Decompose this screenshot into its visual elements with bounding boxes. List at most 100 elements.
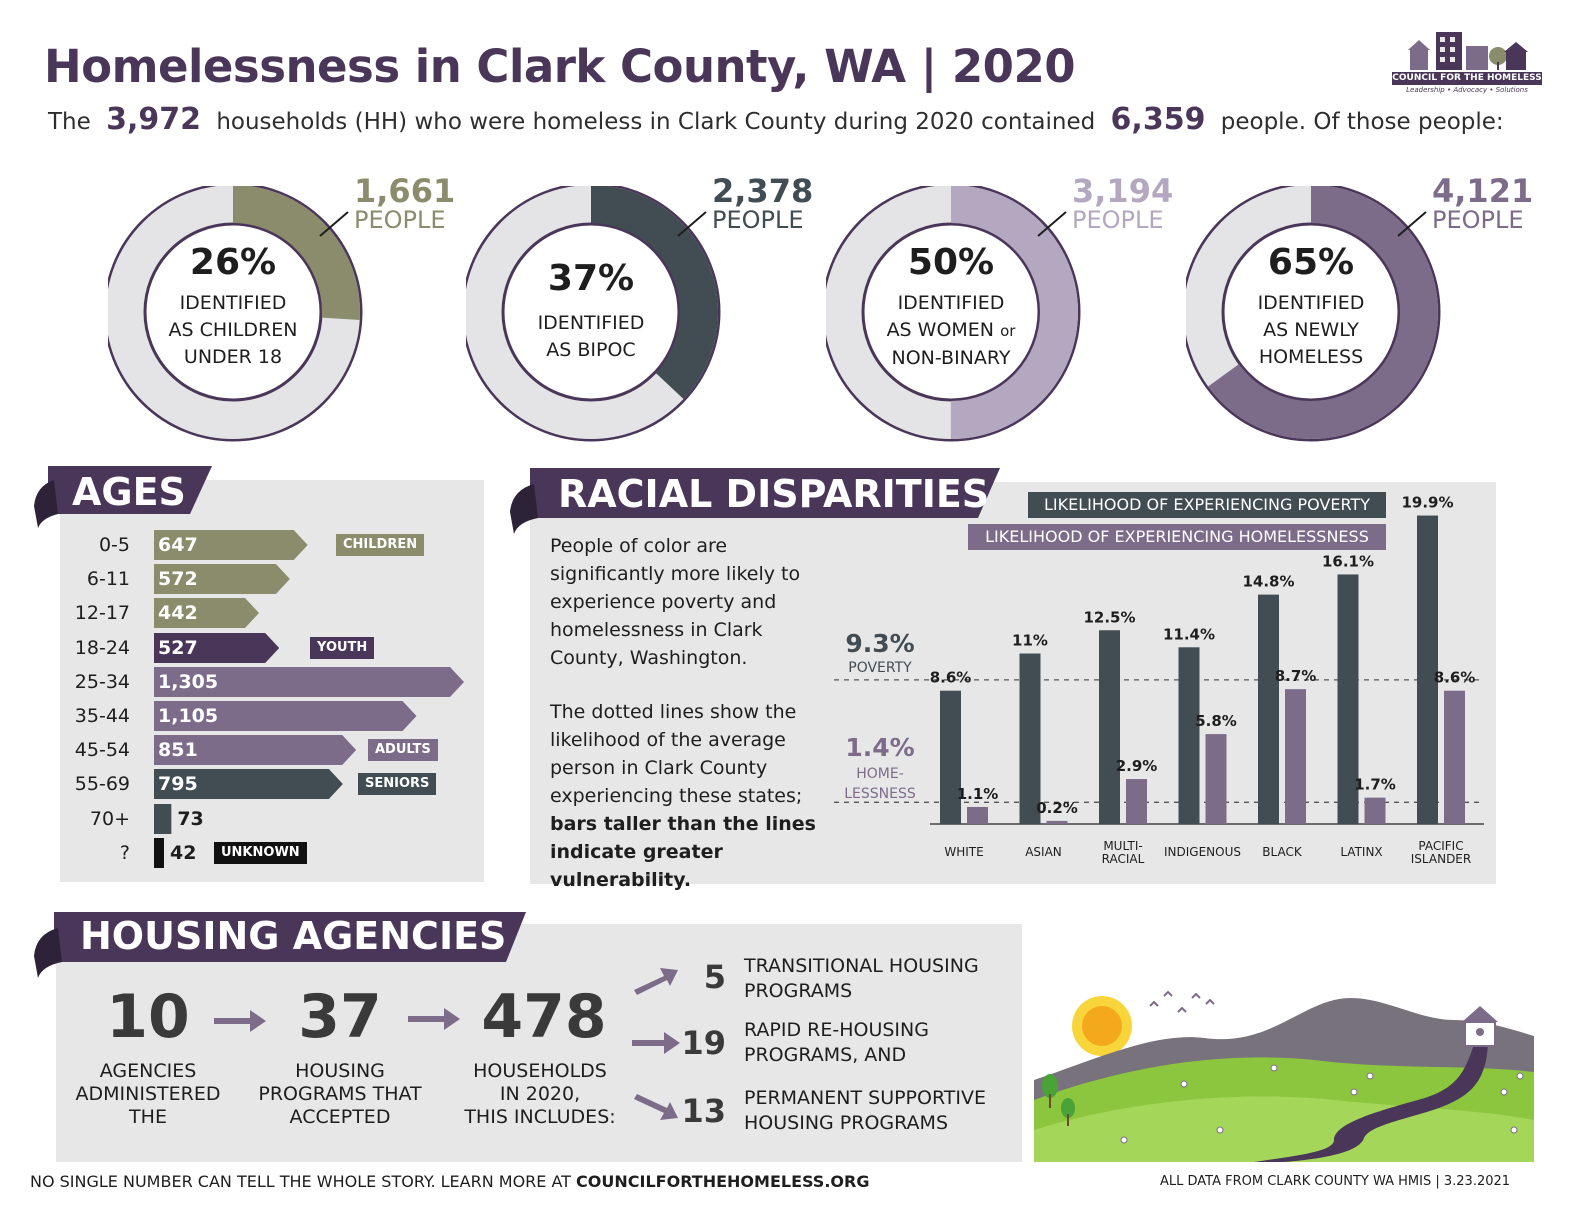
donut-percent: 65% bbox=[1267, 242, 1355, 283]
age-range-label: 18-24 bbox=[74, 636, 130, 659]
age-group-tag: YOUTH bbox=[310, 636, 375, 659]
age-row: 35-44 1,105 bbox=[60, 701, 484, 731]
age-range-label: 55-69 bbox=[74, 773, 130, 796]
racial-bar-chart: 9.3% POVERTY 1.4% HOME- LESSNESS 8.6% 1.1% WHIT… bbox=[834, 494, 1484, 866]
callout-line bbox=[319, 211, 349, 237]
donut-value-arc bbox=[466, 186, 718, 439]
age-range-label: 25-34 bbox=[74, 670, 130, 693]
age-row: 70+ 73 bbox=[60, 803, 484, 834]
donut-1: 26% IDENTIFIED AS CHILDREN UNDER 18 1,661 PEO… bbox=[108, 172, 528, 446]
category-label: PACIFIC bbox=[1418, 839, 1463, 853]
landscape-illustration bbox=[1034, 990, 1534, 1162]
donut-label: IDENTIFIED AS NEWLY HOMELESS bbox=[1257, 292, 1365, 368]
category-label: ASIAN bbox=[1025, 845, 1062, 859]
donut-people-count: 2,378 bbox=[712, 172, 814, 210]
households-served-label: HOUSEHOLDS IN 2020, THIS INCLUDES: bbox=[464, 1060, 616, 1128]
donut-label: IDENTIFIED AS CHILDREN UNDER 18 bbox=[168, 292, 298, 368]
summary-prefix: The bbox=[48, 109, 91, 135]
bar-value-label: 19.9% bbox=[1401, 494, 1453, 512]
age-group-tag: SENIORS bbox=[358, 773, 437, 796]
racial-intro-text: People of color are significantly more l… bbox=[550, 535, 801, 669]
category-label: INDIGENOUS bbox=[1164, 845, 1241, 859]
ages-banner bbox=[34, 466, 212, 528]
people-count: 6,359 bbox=[1110, 102, 1206, 137]
donut-label: IDENTIFIED AS BIPOC bbox=[537, 312, 645, 361]
households-count: 3,972 bbox=[106, 102, 201, 137]
age-row: 55-69 795 bbox=[60, 769, 484, 800]
donut-ring bbox=[466, 186, 721, 442]
housing-panel bbox=[56, 924, 1022, 1162]
donut-people-unit: PEOPLE bbox=[712, 206, 804, 234]
bar-value-label: 0.2% bbox=[1036, 799, 1078, 817]
logo-slogan: Leadership • Advocacy • Solutions bbox=[1406, 86, 1528, 94]
age-count: 795 bbox=[158, 773, 198, 796]
age-count: 647 bbox=[158, 534, 198, 556]
age-bar bbox=[154, 564, 290, 595]
age-row: 45-54 851 bbox=[60, 735, 484, 766]
ages-title: AGES bbox=[72, 470, 186, 514]
donut-percent: 37% bbox=[547, 258, 635, 299]
homelessness-bar bbox=[967, 806, 988, 824]
age-row: 6-11 572 bbox=[60, 564, 484, 595]
bar-value-label: 8.6% bbox=[1434, 669, 1476, 687]
housing-title: HOUSING AGENCIES bbox=[80, 914, 507, 958]
racial-explain-normal: The dotted lines show the likelihood of … bbox=[550, 701, 803, 807]
age-bar bbox=[154, 598, 259, 629]
age-count: 42 bbox=[169, 841, 197, 864]
racial-banner bbox=[510, 468, 1000, 534]
homelessness-bar bbox=[1126, 779, 1147, 824]
bar-value-label: 5.8% bbox=[1195, 712, 1237, 730]
donut-percent: 26% bbox=[189, 242, 277, 283]
donut-people-unit: PEOPLE bbox=[354, 206, 446, 234]
summary-line: The 3,972 households (HH) who were homel… bbox=[48, 102, 1504, 137]
bar-value-label: 11.4% bbox=[1163, 625, 1215, 643]
age-group-tag: ADULTS bbox=[368, 739, 438, 762]
footer-message: NO SINGLE NUMBER CAN TELL THE WHOLE STOR… bbox=[30, 1172, 869, 1191]
age-row: 12-17 442 bbox=[60, 598, 484, 629]
age-row: 0-5 647 bbox=[60, 530, 484, 560]
logo-text: COUNCIL FOR THE HOMELESS bbox=[1392, 72, 1542, 85]
footer-website-link[interactable]: COUNCILFORTHEHOMELESS.ORG bbox=[576, 1172, 870, 1191]
age-count: 572 bbox=[158, 568, 198, 591]
age-bar bbox=[154, 837, 164, 868]
donut-4: 65% IDENTIFIED AS NEWLY HOMELESS 4,121 PEOPLE bbox=[1186, 172, 1580, 446]
callout-line bbox=[677, 211, 707, 237]
households-served-count: 478 bbox=[481, 982, 607, 1052]
bar-value-label: 16.1% bbox=[1322, 552, 1374, 570]
birds-icon bbox=[1149, 990, 1215, 1013]
bar-value-label: 12.5% bbox=[1083, 608, 1135, 626]
age-count: 527 bbox=[158, 636, 198, 659]
poverty-bar bbox=[1337, 574, 1359, 824]
arrow-right-icon bbox=[632, 1032, 680, 1054]
age-row: ? 42 bbox=[60, 837, 484, 868]
ages-chart: 0-5 647 6-11 572 12-17 442 18-24 527 25-34 1,305 3… bbox=[60, 530, 484, 875]
age-range-label: ? bbox=[119, 841, 130, 864]
donut-2: 37% IDENTIFIED AS BIPOC 2,378 PEOPLE bbox=[466, 172, 886, 446]
donut-value-arc bbox=[1186, 186, 1438, 439]
category-label: BLACK bbox=[1262, 845, 1303, 859]
age-range-label: 6-11 bbox=[86, 568, 130, 591]
arrow-down-right-icon bbox=[634, 1094, 678, 1120]
agencies-count: 10 bbox=[106, 982, 190, 1052]
homelessness-bar bbox=[1205, 734, 1227, 824]
poverty-line-value: 9.3% bbox=[845, 629, 914, 658]
buildings-icon bbox=[1408, 32, 1528, 70]
donut-percent: 50% bbox=[907, 242, 995, 283]
footer-source: ALL DATA FROM CLARK COUNTY WA HMIS | 3.2… bbox=[1160, 1174, 1511, 1189]
age-bar bbox=[154, 701, 417, 731]
age-row: 18-24 527 bbox=[60, 632, 484, 663]
poverty-bar bbox=[1099, 630, 1120, 824]
age-count: 73 bbox=[177, 807, 204, 830]
transitional-label: TRANSITIONAL HOUSING PROGRAMS bbox=[744, 955, 979, 1002]
homelessness-bar bbox=[1364, 797, 1386, 824]
age-range-label: 70+ bbox=[89, 807, 130, 830]
poverty-bar bbox=[1417, 515, 1438, 824]
age-group-tag: UNKNOWN bbox=[214, 841, 307, 864]
page-title: Homelessness in Clark County, WA | 2020 bbox=[44, 40, 1076, 93]
donut-value-arc bbox=[826, 186, 1078, 439]
bar-value-label: 2.9% bbox=[1116, 757, 1158, 775]
poverty-bar bbox=[1258, 594, 1279, 824]
poverty-line-label: POVERTY bbox=[848, 660, 912, 676]
footer-text: NO SINGLE NUMBER CAN TELL THE WHOLE STOR… bbox=[30, 1172, 571, 1191]
age-bar bbox=[154, 530, 308, 560]
